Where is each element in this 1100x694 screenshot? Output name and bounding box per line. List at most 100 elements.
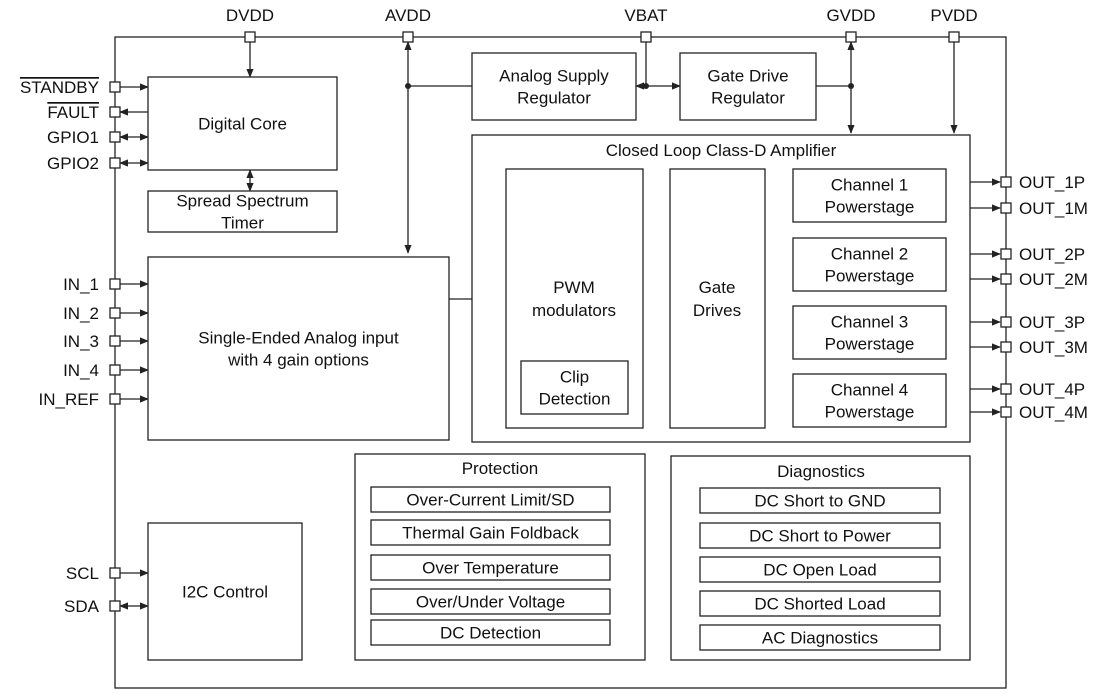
diagnostics-item: DC Short to Power: [699, 522, 941, 549]
channel-2-powerstage: Channel 2 Powerstage: [792, 237, 947, 292]
pin-in_1-pin: [109, 278, 121, 290]
digital-core-label: Digital Core: [198, 115, 287, 134]
spread-spectrum-timer-label: Spread Spectrum: [176, 192, 308, 211]
pwm-label: PWM: [553, 278, 595, 297]
channel-4-powerstage: Channel 4 Powerstage: [792, 373, 947, 428]
pin-label-gvdd: GVDD: [826, 6, 875, 25]
channel-3-powerstage-label: Powerstage: [825, 335, 915, 354]
i2c-control: I2C Control: [147, 522, 303, 661]
pin-out_4p-pin: [1000, 383, 1012, 395]
channel-2-powerstage-label: Powerstage: [825, 267, 915, 286]
spread-spectrum-timer: Spread Spectrum Timer: [147, 190, 338, 233]
pin-fault-pin: [109, 106, 121, 118]
pin-dvdd-pin: [244, 31, 256, 43]
digital-core: Digital Core: [147, 76, 338, 171]
protection-item-label: DC Detection: [440, 624, 541, 643]
pin-label-out_3m: OUT_3M: [1019, 338, 1088, 357]
clip-detection-label: Clip: [560, 368, 589, 387]
gate-drives: Gate Drives: [669, 168, 766, 429]
protection-item: Over-Current Limit/SD: [370, 486, 611, 513]
channel-3-powerstage: Channel 3 Powerstage: [792, 305, 947, 360]
protection-item: DC Detection: [370, 619, 611, 646]
pin-scl-pin: [109, 567, 121, 579]
pin-label-out_3p: OUT_3P: [1019, 313, 1085, 332]
protection-item: Over/Under Voltage: [370, 588, 611, 615]
pin-label-dvdd: DVDD: [226, 6, 274, 25]
pin-label-sda: SDA: [64, 597, 100, 616]
gate-drives-label: Drives: [693, 301, 741, 320]
junction-dot: [643, 83, 649, 89]
pin-in_ref-pin: [109, 393, 121, 405]
gate-drive-regulator: Gate Drive Regulator: [679, 52, 817, 121]
pin-label-in_3: IN_3: [63, 332, 99, 351]
pin-label-in_4: IN_4: [63, 361, 99, 380]
gate-drive-regulator-label: Gate Drive: [707, 67, 788, 86]
pin-label-out_1m: OUT_1M: [1019, 199, 1088, 218]
diagnostics-title: Diagnostics: [777, 462, 865, 481]
pin-in_4-pin: [109, 364, 121, 376]
pin-label-in_ref: IN_REF: [39, 390, 99, 409]
diagnostics-item: DC Short to GND: [699, 487, 941, 514]
analog-supply-regulator-label: Regulator: [517, 89, 591, 108]
pin-out_1p-pin: [1000, 176, 1012, 188]
diagnostics-item: DC Open Load: [699, 556, 941, 583]
analog-input-label: Single-Ended Analog input: [198, 329, 399, 348]
pin-pvdd-pin: [948, 31, 960, 43]
protection-item-label: Thermal Gain Foldback: [402, 524, 579, 543]
analog-supply-regulator: Analog Supply Regulator: [471, 52, 637, 121]
protection-item-label: Over Temperature: [422, 559, 559, 578]
pin-label-gpio1: GPIO1: [47, 128, 99, 147]
protection-item: Thermal Gain Foldback: [370, 519, 611, 546]
pin-gvdd-pin: [845, 31, 857, 43]
pin-out_4m-pin: [1000, 406, 1012, 418]
pin-label-vbat: VBAT: [624, 6, 667, 25]
junction-dot: [848, 83, 854, 89]
pin-gpio1-pin: [109, 131, 121, 143]
diagnostics-item-label: DC Short to GND: [754, 492, 885, 511]
pin-out_2p-pin: [1000, 248, 1012, 260]
protection-item-label: Over-Current Limit/SD: [406, 491, 574, 510]
pin-label-out_4m: OUT_4M: [1019, 403, 1088, 422]
channel-4-powerstage-label: Channel 4: [831, 381, 909, 400]
channel-1-powerstage-label: Channel 1: [831, 176, 909, 195]
diagnostics-item-label: DC Shorted Load: [754, 595, 885, 614]
pin-label-gpio2: GPIO2: [47, 154, 99, 173]
pin-label-out_4p: OUT_4P: [1019, 380, 1085, 399]
analog-supply-regulator-label: Analog Supply: [499, 67, 609, 86]
pin-out_2m-pin: [1000, 273, 1012, 285]
pin-label-standby: STANDBY: [20, 78, 99, 97]
diagnostics-item: AC Diagnostics: [699, 624, 941, 651]
diagnostics-item-label: DC Open Load: [763, 561, 876, 580]
pin-sda-pin: [109, 600, 121, 612]
pin-in_3-pin: [109, 335, 121, 347]
gate-drive-regulator-label: Regulator: [711, 89, 785, 108]
protection-item: Over Temperature: [370, 554, 611, 581]
channel-3-powerstage-label: Channel 3: [831, 313, 909, 332]
protection-title: Protection: [462, 459, 539, 478]
pin-label-out_1p: OUT_1P: [1019, 173, 1085, 192]
pin-out_3m-pin: [1000, 341, 1012, 353]
channel-2-powerstage-label: Channel 2: [831, 245, 909, 264]
protection-item-label: Over/Under Voltage: [416, 593, 565, 612]
spread-spectrum-timer-label: Timer: [221, 214, 264, 233]
channel-1-powerstage: Channel 1 Powerstage: [792, 168, 947, 223]
chip-outline: [114, 36, 1007, 689]
diagnostics-item: DC Shorted Load: [699, 590, 941, 617]
pin-in_2-pin: [109, 307, 121, 319]
channel-1-powerstage-label: Powerstage: [825, 198, 915, 217]
pin-gpio2-pin: [109, 157, 121, 169]
analog-input-label: with 4 gain options: [227, 351, 369, 370]
pin-out_1m-pin: [1000, 202, 1012, 214]
gate-drives-label: Gate: [699, 278, 736, 297]
pin-label-out_2m: OUT_2M: [1019, 270, 1088, 289]
i2c-control-label: I2C Control: [182, 583, 268, 602]
pin-label-in_1: IN_1: [63, 275, 99, 294]
pin-label-in_2: IN_2: [63, 304, 99, 323]
pin-out_3p-pin: [1000, 316, 1012, 328]
pin-standby-pin: [109, 81, 121, 93]
pin-label-pvdd: PVDD: [930, 6, 977, 25]
pin-label-scl: SCL: [66, 564, 99, 583]
channel-4-powerstage-label: Powerstage: [825, 403, 915, 422]
amplifier-title: Closed Loop Class-D Amplifier: [606, 141, 837, 160]
